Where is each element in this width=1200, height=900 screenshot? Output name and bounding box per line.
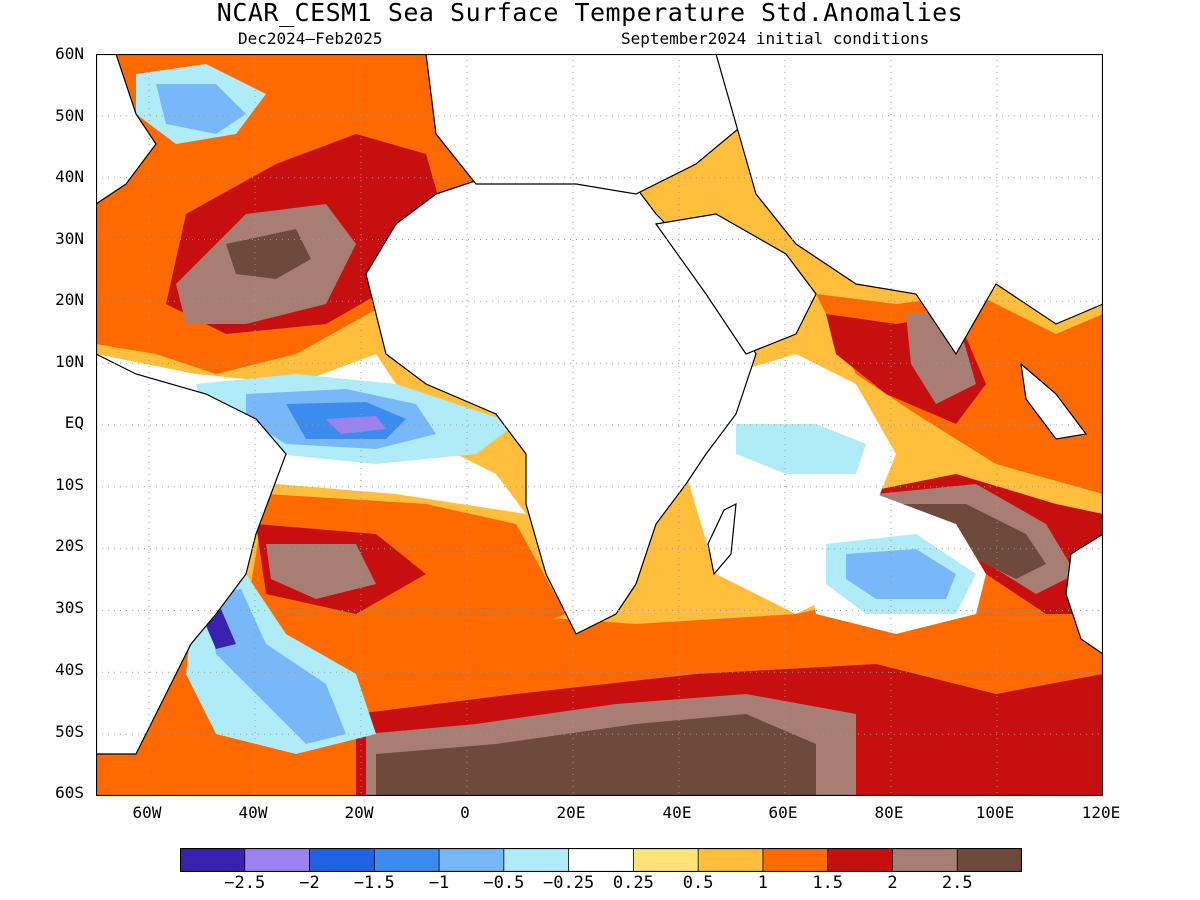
lon-label: 100E	[975, 803, 1015, 822]
lat-label: 10S	[55, 475, 84, 494]
lon-label: 40E	[662, 803, 692, 822]
lon-label: 20W	[344, 803, 374, 822]
anomaly-brown-south-atlantic	[266, 544, 376, 599]
land-arabia	[654, 213, 817, 355]
colorbar-tick-label: −0.25	[543, 873, 595, 893]
lon-label: 20E	[556, 803, 586, 822]
colorbar-swatch	[956, 848, 1022, 872]
land-sumatra	[1020, 362, 1088, 440]
colorbar-swatch	[697, 848, 764, 872]
colorbar-tick-label: 2	[887, 873, 898, 893]
anomaly-darkbrown-southern	[376, 714, 816, 796]
colorbar-swatch	[373, 848, 440, 872]
colorbar-swatch	[180, 848, 246, 872]
lon-label: 40W	[238, 803, 268, 822]
colorbar-swatch	[568, 848, 635, 872]
land-africa	[365, 163, 757, 635]
land-north-america	[96, 54, 157, 205]
lon-label: 120E	[1081, 803, 1121, 822]
lat-label: 30S	[55, 598, 84, 617]
lon-label: 60W	[132, 803, 162, 822]
colorbar-tick-label: 1	[757, 873, 769, 893]
forecast-period: Dec2024–Feb2025	[238, 29, 383, 48]
lat-label: 50S	[55, 722, 84, 741]
anomaly-lightblue-western-indian	[736, 424, 866, 474]
lat-label: 60S	[55, 783, 84, 802]
land-australia	[1065, 533, 1103, 655]
lat-label: 60N	[55, 44, 84, 63]
sst-anomaly-map	[96, 54, 1103, 796]
lat-label: 30N	[55, 229, 84, 248]
anomaly-blue-south-indian	[846, 549, 956, 599]
lat-label: 40N	[55, 167, 84, 186]
colorbar-swatch	[503, 848, 570, 872]
colorbar-tick-label: −0.5	[483, 873, 525, 893]
colorbar-tick-label: −2.5	[224, 873, 266, 893]
colorbar-tick-label: 2.5	[941, 873, 973, 893]
colorbar-swatch	[438, 848, 505, 872]
colorbar-swatch	[892, 848, 959, 872]
land-madagascar	[707, 502, 737, 576]
colorbar-tick-label: 0.25	[612, 873, 654, 893]
colorbar-tick-label: −2	[299, 873, 320, 893]
lat-label: 20S	[55, 536, 84, 555]
anomaly-darkbrown-north-atlantic	[226, 229, 311, 279]
colorbar-tick-label: 1.5	[812, 873, 844, 893]
anomaly-purple-equatorial	[326, 416, 386, 434]
land-south-america	[96, 353, 287, 755]
colorbar	[180, 848, 1022, 872]
lat-label: 50N	[55, 106, 84, 125]
land-asia	[715, 54, 1103, 356]
colorbar-swatch	[309, 848, 376, 872]
colorbar-swatch	[632, 848, 700, 872]
lat-label: 10N	[55, 352, 84, 371]
map-gridlines	[96, 54, 1103, 796]
lon-label: 0	[460, 803, 470, 822]
anomaly-blue-north-atlantic	[156, 84, 246, 134]
colorbar-tick-label: 0.5	[682, 873, 714, 893]
anomaly-blue-southwest-atlantic	[206, 589, 346, 744]
colorbar-swatch	[762, 848, 829, 872]
lat-label: EQ	[64, 413, 84, 432]
colorbar-swatch	[827, 848, 894, 872]
lat-label: 20N	[55, 290, 84, 309]
initial-conditions: September2024 initial conditions	[621, 29, 930, 48]
lon-label: 60E	[768, 803, 798, 822]
colorbar-tick-label: −1.5	[353, 873, 395, 893]
colorbar-swatch	[244, 848, 311, 872]
map-frame	[96, 54, 1103, 796]
lon-label: 80E	[874, 803, 904, 822]
lat-label: 40S	[55, 660, 84, 679]
colorbar-tick-label: −1	[428, 873, 450, 893]
chart-title: NCAR_CESM1 Sea Surface Temperature Std.A…	[216, 0, 964, 27]
